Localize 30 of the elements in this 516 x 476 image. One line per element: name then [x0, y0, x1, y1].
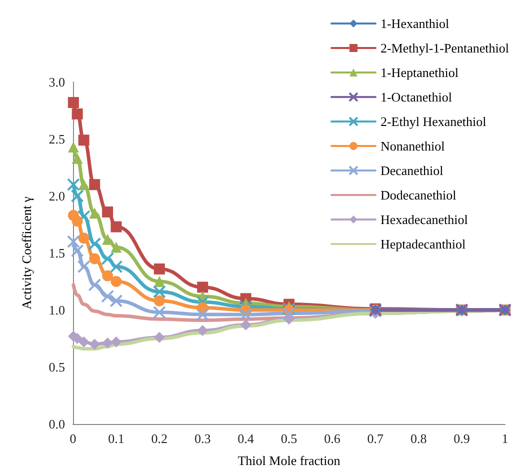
x-tick-label: 0.8: [410, 431, 427, 446]
y-tick-label: 1.5: [48, 246, 65, 260]
x-tick-label: 0.4: [238, 431, 254, 446]
y-axis-title: Activity Coefficient γ: [19, 196, 34, 310]
x-tick-label: 0.5: [280, 431, 298, 446]
legend-label: 2-Methyl-1-Pentanethiol: [380, 40, 510, 56]
legend-label: Nonanethiol: [380, 138, 446, 154]
legend-label: 1-Hexanthiol: [380, 16, 450, 31]
x-tick-label: 0: [70, 431, 76, 446]
x-tick-label: 0.6: [324, 431, 341, 446]
legend-label: Hexadecanethiol: [380, 212, 468, 227]
x-tick-label: 1: [502, 431, 508, 446]
legend-label: 2-Ethyl Hexanethiol: [380, 114, 487, 129]
y-tick-label: 0.0: [48, 416, 65, 432]
legend-label: 1-Octanethiol: [380, 90, 452, 104]
x-axis-title: Thiol Mole fraction: [238, 453, 341, 468]
x-tick-label: 0.3: [194, 431, 211, 446]
legend-label: Dodecanethiol: [380, 188, 457, 202]
x-tick-label: 0.7: [367, 431, 384, 446]
x-tick-label: 0.2: [151, 431, 168, 446]
legend-label: 1-Heptanethiol: [380, 65, 459, 80]
y-tick-label: 2.0: [48, 188, 65, 204]
x-tick-label: 0.1: [108, 431, 124, 446]
x-tick-label: 0.9: [454, 431, 470, 446]
y-tick-label: 3.0: [48, 74, 65, 90]
legend-label: Heptadecanthiol: [380, 236, 466, 252]
y-tick-label: 0.5: [48, 360, 65, 374]
y-tick-label: 1.0: [48, 302, 65, 318]
y-tick-label: 2.5: [48, 132, 65, 146]
legend-label: Decanethiol: [380, 163, 444, 178]
